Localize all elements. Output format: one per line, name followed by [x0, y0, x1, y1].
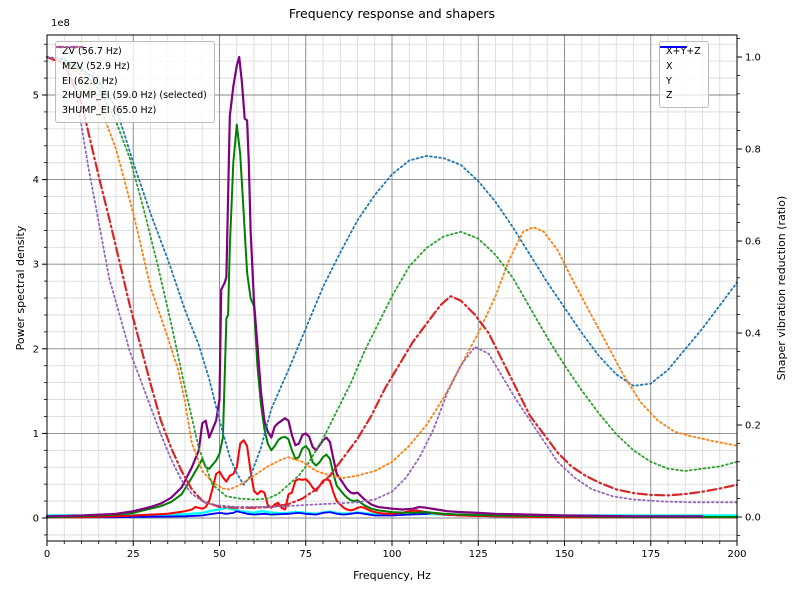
legend-label: EI (62.0 Hz)	[62, 75, 118, 87]
x-tick-label: 150	[555, 549, 574, 560]
series-EI	[46, 56, 738, 501]
shaper-legend-item-2: EI (62.0 Hz)	[56, 46, 207, 89]
x-tick-label: 75	[299, 549, 312, 560]
left-y-tick-label: 0	[33, 514, 39, 525]
axis-legend-item-2: Y	[660, 46, 701, 89]
chart-title: Frequency response and shapers	[288, 6, 496, 21]
x-tick-label: 175	[641, 549, 660, 560]
right-y-tick-label: 0.8	[745, 145, 761, 156]
left-y-tick-label: 1	[33, 429, 39, 440]
legend-label: Y	[666, 75, 672, 87]
left-y-axis-label: Power spectral density	[14, 225, 27, 351]
shaper-legend-item-0: ZV (56.7 Hz)	[56, 46, 207, 59]
axis-legend-item-3: Z	[660, 46, 701, 103]
series-MZV	[46, 56, 738, 491]
x-tick-label: 200	[727, 549, 746, 560]
left-y-tick-label: 2	[33, 344, 39, 355]
left-y-tick-label: 5	[33, 91, 39, 102]
series-X+Y+Z	[45, 55, 704, 518]
series-3HUMP_EI	[46, 56, 738, 508]
series-X	[46, 439, 738, 519]
3hump_ei-line-swatch-icon	[56, 46, 83, 48]
x-tick-label: 125	[469, 549, 488, 560]
legend-label: MZV (52.9 Hz)	[62, 60, 130, 72]
axis-series-legend: X+Y+Z X Y Z	[659, 41, 709, 109]
legend-label: X	[666, 60, 673, 72]
legend-label: ZV (56.7 Hz)	[62, 46, 122, 57]
shaper-legend-item-3: 2HUMP_EI (59.0 Hz) (selected)	[56, 45, 207, 103]
series-Y	[46, 123, 738, 519]
x-tick-label: 25	[127, 549, 140, 560]
x-tick-label: 0	[44, 549, 50, 560]
right-y-tick-label: 0.4	[745, 329, 761, 340]
left-y-tick-label: 4	[33, 175, 39, 186]
legend-label: 3HUMP_EI (65.0 Hz)	[62, 105, 157, 117]
series-2HUMP_EI	[45, 55, 739, 509]
legend-label: Z	[666, 90, 673, 102]
shaper-legend-item-1: MZV (52.9 Hz)	[56, 46, 207, 74]
x-tick-label: 100	[382, 549, 401, 560]
right-y-axis-label: Shaper vibration reduction (ratio)	[775, 195, 788, 381]
shaper-legend-item-4: 3HUMP_EI (65.0 Hz)	[56, 46, 207, 118]
x-tick-label: 50	[213, 549, 226, 560]
right-y-tick-label: 1.0	[745, 53, 761, 64]
shaper-legend: ZV (56.7 Hz) MZV (52.9 Hz) EI (62.0 Hz) 2HU…	[55, 41, 215, 124]
left-y-tick-label: 3	[33, 260, 39, 271]
right-y-tick-label: 0.2	[745, 421, 761, 432]
right-y-tick-label: 0.6	[745, 237, 761, 248]
x-axis-label: Frequency, Hz	[353, 569, 431, 582]
axis-legend-item-1: X	[660, 46, 701, 74]
right-y-tick-label: 0.0	[745, 513, 761, 524]
series-ZV	[46, 56, 738, 486]
legend-label: 2HUMP_EI (59.0 Hz) (selected)	[62, 90, 207, 102]
z-line-swatch-icon	[660, 46, 687, 48]
y-axis-multiplier-label: 1e8	[51, 18, 70, 29]
legend-label: X+Y+Z	[666, 46, 701, 57]
